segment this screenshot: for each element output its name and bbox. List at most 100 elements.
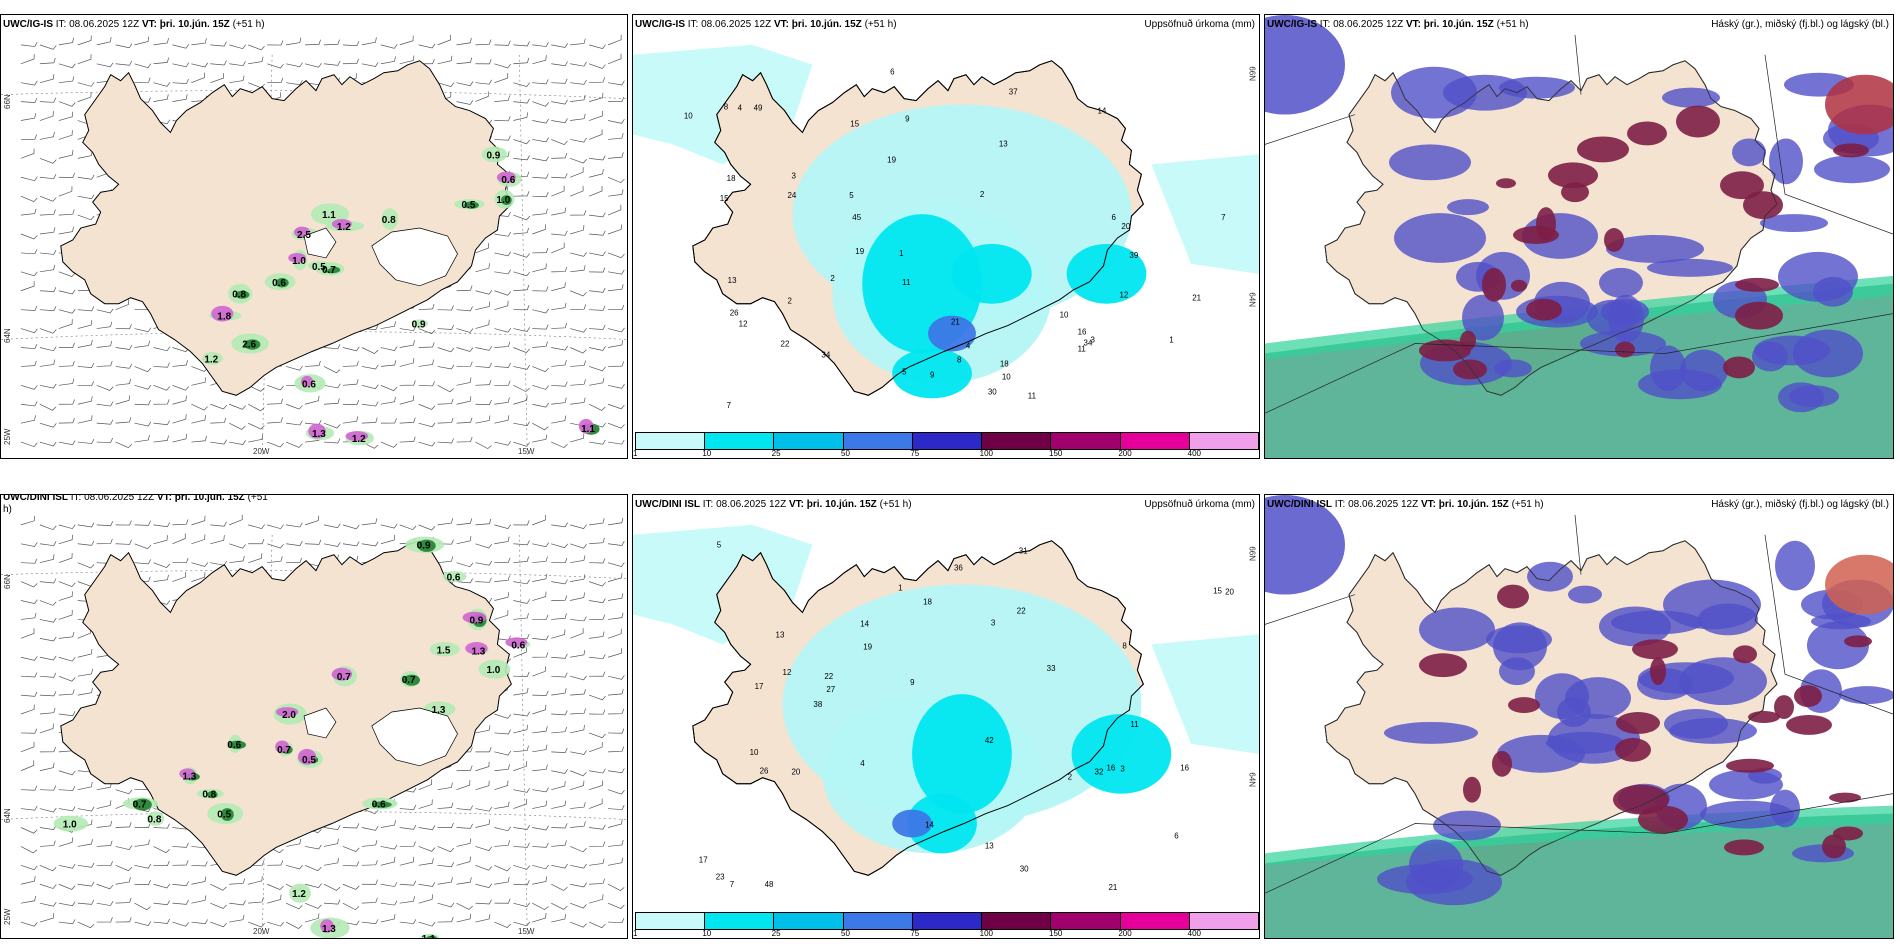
wind-barb [589, 346, 606, 351]
precip-value-label: 12 [739, 320, 748, 329]
wind-barb [456, 913, 472, 923]
wind-barb [153, 562, 171, 568]
wind-barb [551, 823, 568, 829]
wind-barb [607, 883, 625, 892]
wind-barb [58, 361, 75, 367]
wind-barb [115, 897, 132, 904]
wind-barb [437, 902, 455, 908]
colorbar-tick-label: 75 [910, 929, 920, 938]
wind-barb [494, 397, 510, 405]
wind-barb [248, 524, 265, 529]
wind-barb [589, 654, 606, 660]
wind-barb [532, 744, 548, 753]
wind-barb [607, 403, 625, 410]
wind-barb [513, 864, 531, 870]
colorbar-tick-label: 10 [702, 449, 712, 458]
wind-barb [229, 514, 243, 526]
wind-barb [607, 34, 622, 46]
convective-value-label: 2.5 [297, 230, 311, 241]
wind-barb [77, 562, 95, 569]
precip-value-label: 6 [1111, 213, 1116, 222]
wind-barb [361, 417, 378, 424]
wind-barb [248, 385, 265, 392]
precip-area [1066, 243, 1147, 304]
wind-barb [20, 921, 38, 927]
wind-barb [172, 385, 190, 391]
wind-barb [342, 861, 360, 867]
wind-barb [513, 57, 530, 65]
wind-barb [96, 36, 112, 46]
wind-barb [285, 403, 303, 410]
precip-value-label: 1 [899, 249, 904, 258]
wind-barb [323, 825, 341, 830]
precip-value-label: 13 [999, 139, 1008, 148]
wind-barb [456, 285, 473, 292]
wind-barb [589, 742, 603, 753]
wind-barb [570, 252, 587, 257]
wind-barb [588, 403, 606, 411]
precip-area [912, 694, 1012, 814]
wind-barb [134, 63, 152, 69]
precip-value-label: 7 [730, 880, 735, 889]
high-cloud-area [1724, 839, 1764, 856]
wind-barb [399, 395, 415, 405]
wind-barb [361, 347, 379, 354]
wind-barb [607, 628, 622, 639]
wind-barb [77, 415, 93, 424]
wind-barb [361, 826, 379, 831]
wind-barb [77, 194, 95, 200]
wind-barb [608, 540, 625, 546]
wind-barb [551, 653, 568, 659]
wind-barb [570, 167, 584, 178]
wind-barb [532, 402, 550, 408]
convective-value-label: 0.6 [511, 640, 525, 651]
wind-barb [551, 242, 565, 254]
mid-cloud-area [1527, 561, 1573, 592]
wind-barb [115, 378, 132, 386]
wind-barb [475, 543, 493, 549]
lat-label-66: 66N [3, 94, 12, 109]
convective-value-label: 0.6 [302, 379, 316, 390]
precip-value-label: 34 [1084, 339, 1093, 348]
convective-core [501, 195, 512, 206]
precip-value-label: 33 [1047, 664, 1056, 673]
wind-barb [115, 395, 130, 405]
wind-barb [39, 541, 57, 547]
wind-barb [532, 764, 548, 772]
wind-barb [475, 39, 492, 46]
wind-barb [39, 441, 57, 447]
precip-value-label: 8 [1122, 641, 1127, 650]
precip-value-label: 18 [727, 174, 736, 183]
wind-barb [532, 422, 549, 431]
wind-barb [399, 326, 417, 332]
wind-barb [286, 838, 302, 847]
convective-value-label: 0.7 [133, 800, 147, 811]
map-panel-dini-wind: UWC/DINI ISL IT: 08.06.2025 12Z VT: þri.… [0, 494, 628, 939]
mid-cloud-area [1813, 276, 1853, 307]
convective-core [228, 740, 247, 750]
wind-barb [58, 440, 76, 446]
precip-value-label: 2 [980, 190, 985, 199]
wind-barb [456, 578, 473, 584]
wind-barb [380, 418, 397, 424]
convective-hail [345, 431, 369, 442]
wind-barb [267, 883, 284, 891]
wind-barb [77, 862, 95, 868]
wind-barb [58, 806, 76, 812]
wind-barb [229, 543, 246, 549]
wind-barb [513, 724, 528, 734]
precip-value-label: 19 [855, 247, 864, 256]
convective-hail [308, 423, 326, 439]
wind-barb [608, 917, 625, 924]
wind-barb [589, 780, 604, 791]
wind-barb [96, 820, 113, 828]
wind-barb [513, 441, 530, 447]
wind-barb [475, 362, 492, 368]
convective-area [381, 208, 399, 230]
wind-barb [267, 40, 284, 46]
lon-line-15w [519, 534, 528, 938]
wind-barb [20, 515, 36, 526]
wind-barb [418, 441, 436, 447]
wind-barb [134, 77, 151, 84]
wind-barb [248, 897, 264, 904]
